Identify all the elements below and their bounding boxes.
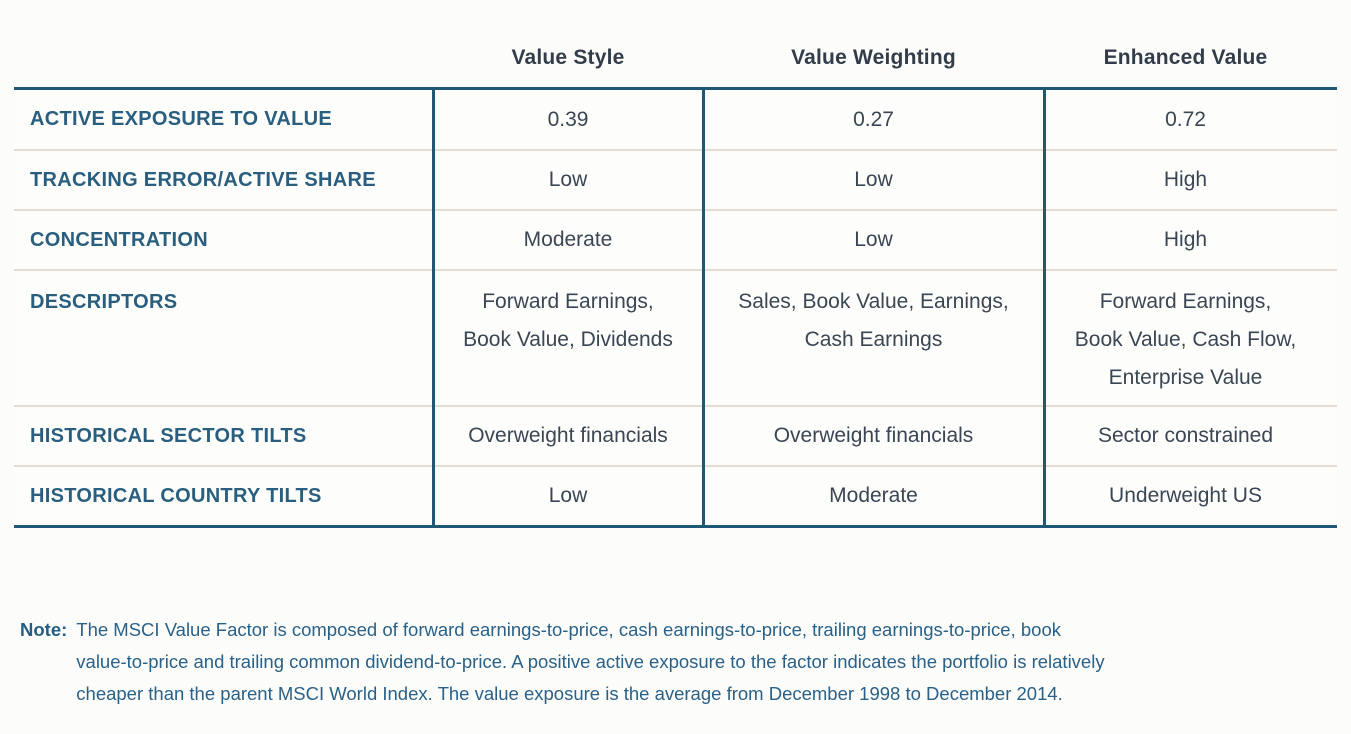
column-divider: [1043, 90, 1046, 525]
table-row-tracking-error: TRACKING ERROR/ACTIVE SHARE Low Low High: [14, 149, 1337, 209]
cell-text-line: Sales, Book Value, Earnings,: [738, 290, 1009, 313]
cell-text-line: Book Value, Dividends: [463, 328, 673, 351]
table-cell: High: [1163, 228, 1208, 251]
row-label: ACTIVE EXPOSURE TO VALUE: [30, 108, 333, 130]
table-row-active-exposure: ACTIVE EXPOSURE TO VALUE 0.39 0.27 0.72: [14, 90, 1337, 149]
row-label: HISTORICAL COUNTRY TILTS: [30, 484, 322, 507]
cell-text-line: Enterprise Value: [1108, 366, 1263, 389]
note-label: Note:: [20, 619, 68, 640]
table-cell: Low: [854, 228, 893, 251]
column-header-value-style: Value Style: [511, 46, 625, 69]
note-text-line: cheaper than the parent MSCI World Index…: [76, 683, 1063, 704]
note: Note: The MSCI Value Factor is composed …: [20, 614, 1351, 710]
table-row-sector-tilts: HISTORICAL SECTOR TILTS Overweight finan…: [14, 405, 1337, 465]
table-cell: High: [1163, 168, 1208, 191]
note-text-line: The MSCI Value Factor is composed of for…: [76, 619, 1061, 640]
row-label: CONCENTRATION: [30, 228, 208, 251]
table-cell: Moderate: [523, 228, 613, 251]
column-header-value-weighting: Value Weighting: [791, 46, 956, 69]
row-label: HISTORICAL SECTOR TILTS: [30, 424, 307, 447]
note-text-line: value-to-price and trailing common divid…: [76, 651, 1105, 672]
table-cell: Sales, Book Value, Earnings, Cash Earnin…: [703, 271, 1044, 405]
cell-text-line: Book Value, Cash Flow,: [1074, 328, 1297, 351]
table-row-country-tilts: HISTORICAL COUNTRY TILTS Low Moderate Un…: [14, 465, 1337, 525]
table-cell: Underweight US: [1109, 484, 1262, 507]
column-divider: [432, 90, 435, 525]
table-cell: 0.27: [853, 107, 894, 131]
table-cell: Overweight financials: [773, 424, 974, 447]
cell-text-line: Cash Earnings: [804, 328, 943, 351]
table-cell: Low: [548, 484, 588, 507]
column-divider: [702, 90, 705, 525]
table-cell: Forward Earnings, Book Value, Cash Flow,…: [1044, 271, 1327, 405]
cell-text-line: Forward Earnings,: [1099, 290, 1272, 313]
note-text: The MSCI Value Factor is composed of for…: [76, 614, 1104, 710]
table-cell: Sector constrained: [1097, 424, 1274, 447]
table-cell: 0.72: [1165, 107, 1206, 131]
table-row-descriptors: DESCRIPTORS Forward Earnings, Book Value…: [14, 269, 1337, 405]
table-cell: 0.39: [547, 107, 589, 131]
column-header-enhanced-value: Enhanced Value: [1103, 46, 1268, 69]
table-cell: Low: [548, 168, 588, 191]
column-header-empty: [14, 70, 433, 87]
table-cell: Overweight financials: [468, 424, 668, 447]
table-header-row: Value Style Value Weighting Enhanced Val…: [14, 0, 1337, 87]
table-cell: Forward Earnings, Book Value, Dividends: [433, 271, 703, 405]
row-label: TRACKING ERROR/ACTIVE SHARE: [30, 168, 376, 191]
row-label: DESCRIPTORS: [30, 291, 178, 313]
comparison-table: ACTIVE EXPOSURE TO VALUE 0.39 0.27 0.72 …: [14, 87, 1337, 528]
table-cell: Low: [854, 168, 893, 191]
cell-text-line: Forward Earnings,: [482, 290, 654, 313]
table-row-concentration: CONCENTRATION Moderate Low High: [14, 209, 1337, 269]
table-cell: Moderate: [829, 484, 918, 507]
